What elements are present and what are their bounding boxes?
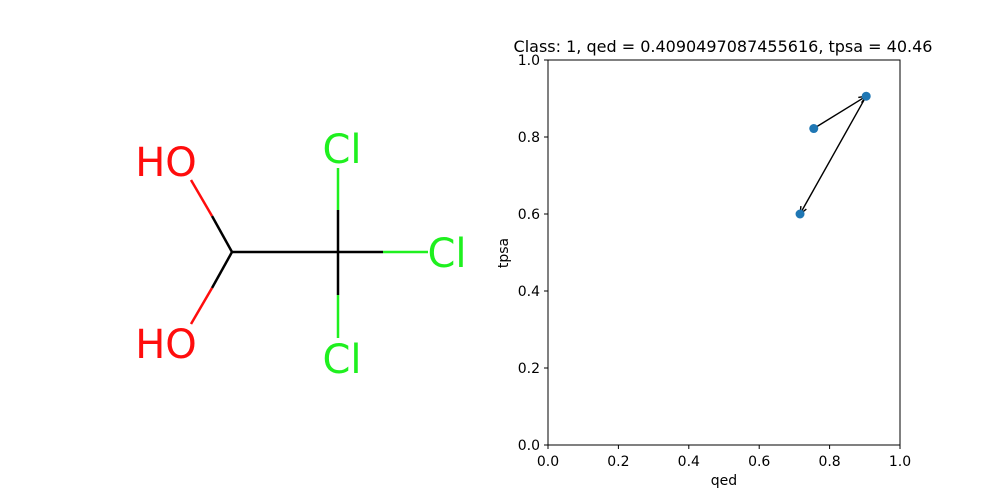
y-tick-label: 0.6 — [518, 207, 540, 223]
x-tick-label: 0.0 — [537, 454, 559, 470]
plot-area-frame — [547, 59, 901, 446]
x-tick-label: 1.0 — [889, 454, 911, 470]
x-tick-label: 0.8 — [818, 454, 840, 470]
y-tick-label: 0.8 — [518, 130, 540, 146]
y-tick-label: 0.4 — [518, 284, 540, 300]
atom-label-hydroxyl-upper: HO — [135, 140, 197, 186]
bond-c-o-lower-carbon-half — [210, 251, 234, 289]
arrow-line — [813, 95, 867, 130]
arrow-layer — [799, 95, 868, 216]
bond-c-o-upper-oxygen-half — [189, 179, 214, 217]
point-layer — [795, 91, 871, 219]
scatter-chart: Class: 1, qed = 0.4090497087455616, tpsa… — [496, 37, 932, 489]
x-axis-ticks: 0.0 0.2 0.4 0.6 0.8 1.0 — [537, 445, 911, 470]
y-axis-ticks: 0.0 0.2 0.4 0.6 0.8 1.0 — [518, 53, 548, 454]
data-point — [795, 209, 805, 219]
molecule-structure: HO HO Cl Cl Cl — [135, 127, 466, 383]
y-axis-label: tpsa — [496, 238, 512, 268]
x-tick-label: 0.4 — [678, 454, 700, 470]
atom-label-chlorine-bottom: Cl — [322, 337, 361, 383]
bond-c-o-lower-oxygen-half — [189, 287, 214, 325]
data-point — [809, 124, 819, 134]
y-tick-label: 0.0 — [518, 438, 540, 454]
x-tick-label: 0.2 — [607, 454, 629, 470]
bond-c-o-upper-carbon-half — [210, 215, 234, 253]
chart-title: Class: 1, qed = 0.4090497087455616, tpsa… — [514, 37, 933, 56]
arrow-line — [799, 95, 867, 215]
atom-label-chlorine-top: Cl — [322, 127, 361, 173]
x-axis-label: qed — [711, 473, 737, 489]
x-tick-label: 0.6 — [748, 454, 770, 470]
atom-label-chlorine-right: Cl — [427, 231, 466, 277]
atom-label-hydroxyl-lower: HO — [135, 322, 197, 368]
data-point — [861, 91, 871, 101]
y-tick-label: 0.2 — [518, 361, 540, 377]
y-tick-label: 1.0 — [518, 53, 540, 69]
